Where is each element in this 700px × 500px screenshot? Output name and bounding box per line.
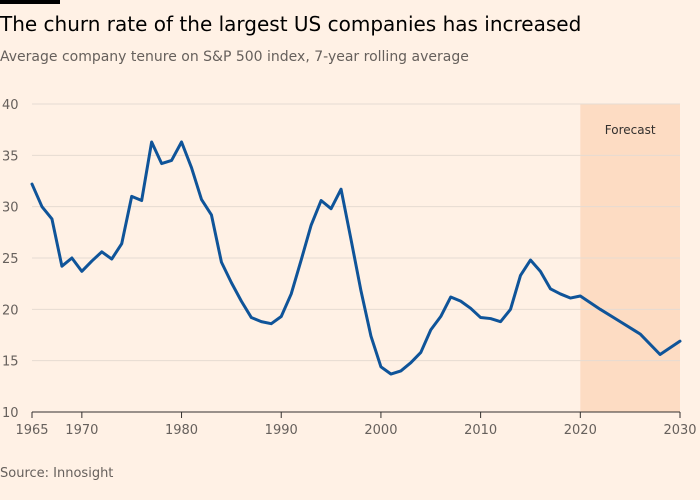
header-accent-bar [0, 0, 60, 4]
x-tick-label-2020: 2020 [564, 423, 597, 438]
series-layer [30, 140, 682, 376]
y-tick-label-35: 35 [2, 149, 19, 164]
axes [31, 411, 681, 418]
chart-subtitle: Average company tenure on S&P 500 index,… [0, 49, 469, 65]
tick-labels: 10 15 20 25 30 35 40 1965 1970 1980 1990 2000 2010 20… [2, 98, 697, 438]
y-tick-label-20: 20 [2, 303, 19, 318]
source-note: Source: Innosight [0, 466, 114, 481]
x-tick-label-1980: 1980 [165, 423, 198, 438]
x-tick-label-1965: 1965 [15, 423, 48, 438]
series-line-0 [30, 140, 682, 376]
y-tick-label-15: 15 [2, 355, 19, 370]
forecast-label: Forecast [605, 123, 656, 137]
gridlines [32, 103, 680, 362]
y-tick-label-10: 10 [2, 406, 19, 421]
y-tick-label-40: 40 [2, 98, 19, 113]
x-tick-label-2000: 2000 [364, 423, 397, 438]
x-tick-label-2030: 2030 [663, 423, 696, 438]
chart-title: The churn rate of the largest US compani… [0, 12, 582, 36]
x-tick-label-1970: 1970 [65, 423, 98, 438]
x-tick-label-1990: 1990 [265, 423, 298, 438]
y-tick-label-25: 25 [2, 252, 19, 267]
y-tick-label-30: 30 [2, 201, 19, 216]
x-tick-label-2010: 2010 [464, 423, 497, 438]
